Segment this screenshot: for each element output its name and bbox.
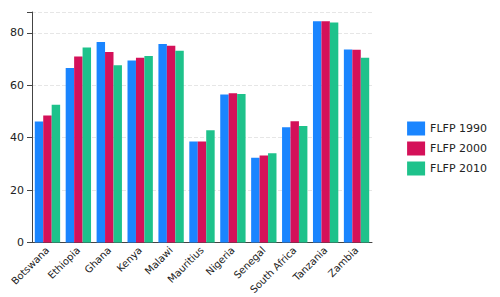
svg-text:80: 80: [10, 26, 24, 39]
svg-text:Ethiopia: Ethiopia: [46, 244, 83, 281]
svg-text:FLFP 2010: FLFP 2010: [430, 162, 487, 175]
svg-text:60: 60: [10, 79, 24, 92]
svg-text:Zambia: Zambia: [326, 244, 361, 279]
svg-text:Nigeria: Nigeria: [203, 244, 237, 278]
svg-text:Kenya: Kenya: [115, 244, 144, 273]
svg-text:FLFP 2000: FLFP 2000: [430, 142, 487, 155]
svg-text:Senegal: Senegal: [231, 244, 268, 281]
svg-text:FLFP 1990: FLFP 1990: [430, 122, 487, 135]
svg-text:Botswana: Botswana: [9, 244, 51, 286]
svg-text:20: 20: [10, 184, 24, 197]
svg-text:Ghana: Ghana: [82, 244, 113, 275]
svg-text:Malawi: Malawi: [142, 244, 175, 277]
svg-text:South Africa: South Africa: [248, 244, 299, 295]
svg-text:Mauritius: Mauritius: [165, 244, 205, 284]
svg-text:40: 40: [10, 131, 24, 144]
svg-text:Tanzania: Tanzania: [290, 244, 329, 283]
svg-text:0: 0: [17, 236, 24, 249]
